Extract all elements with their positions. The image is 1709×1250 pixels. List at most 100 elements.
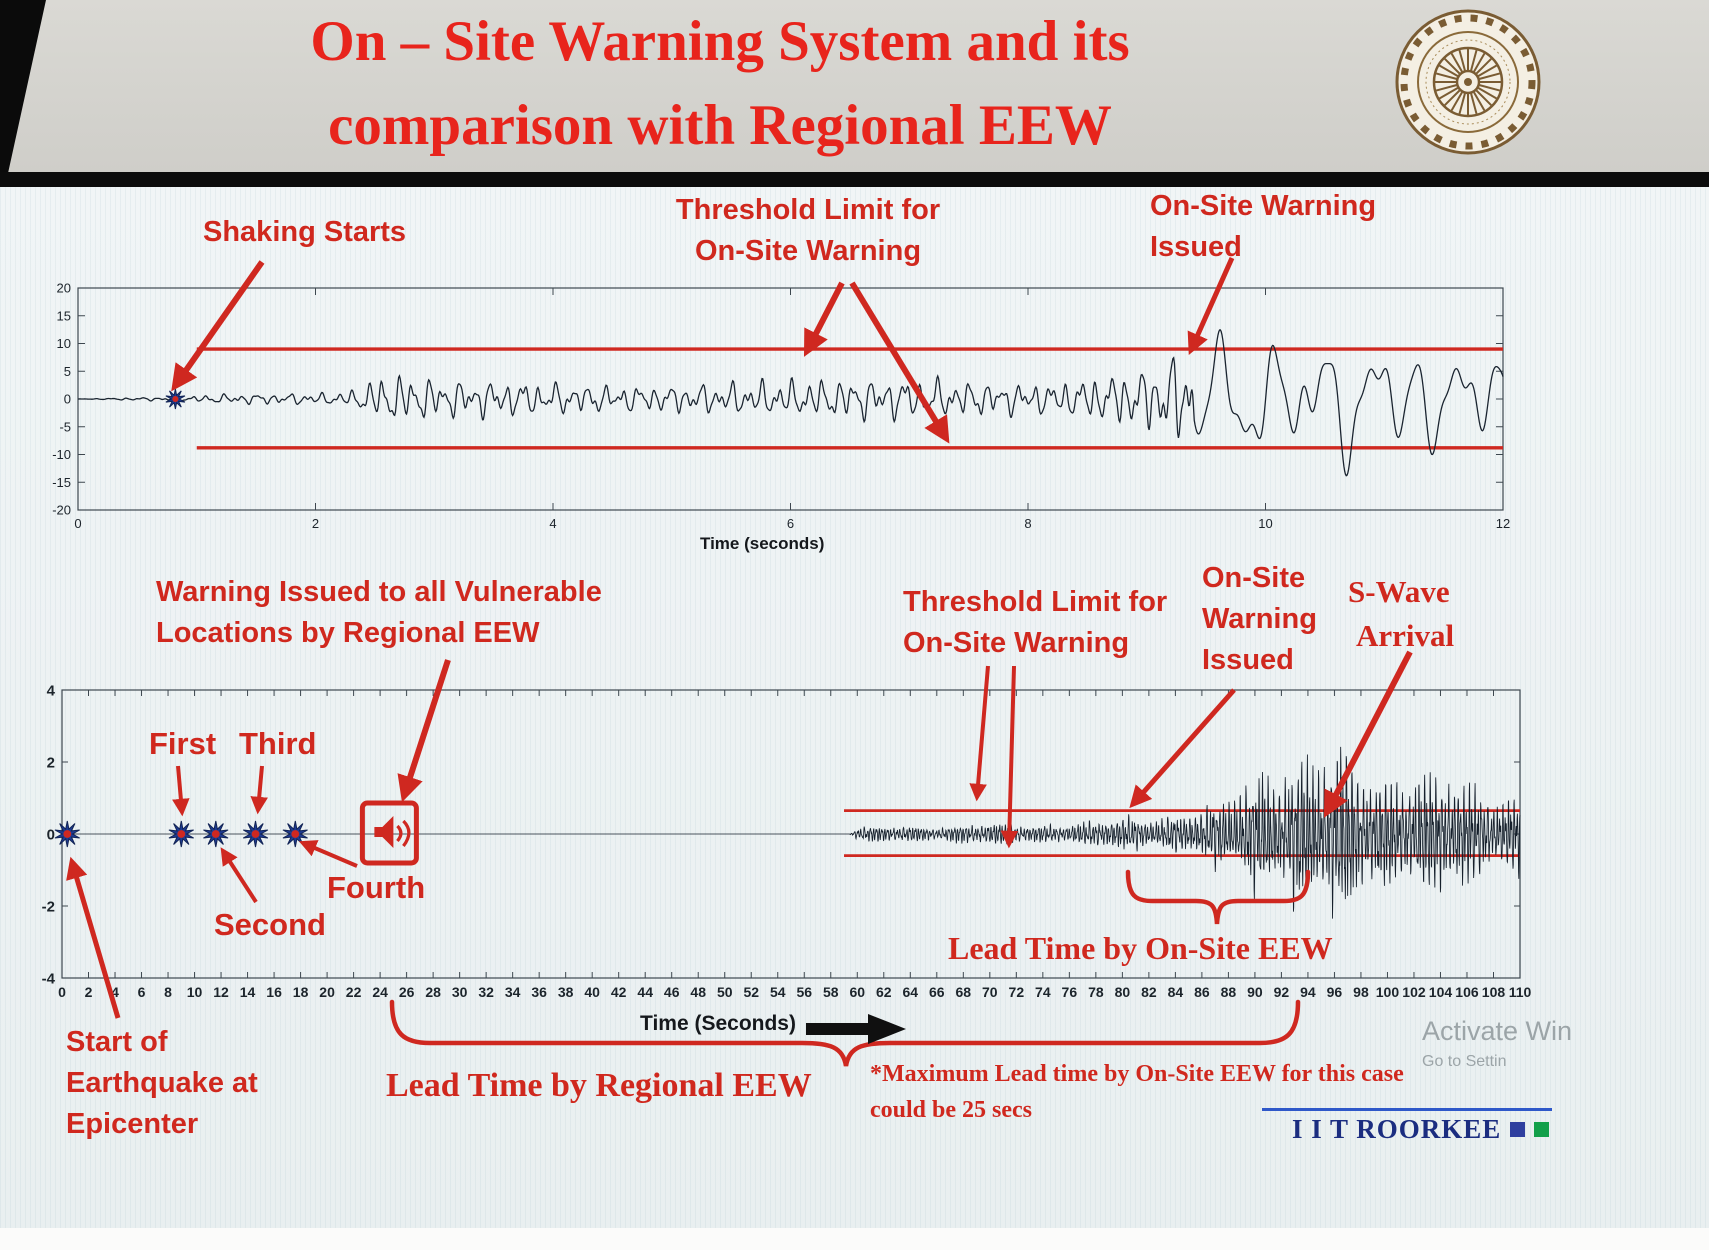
x-tick-label: 26 — [399, 984, 415, 1000]
x-tick-label: 100 — [1376, 984, 1400, 1000]
x-tick-label: 78 — [1088, 984, 1104, 1000]
x-tick-label: 50 — [717, 984, 733, 1000]
x-tick-label: 58 — [823, 984, 839, 1000]
x-tick-label: 44 — [637, 984, 653, 1000]
x-tick-label: 86 — [1194, 984, 1210, 1000]
threshold-limit-label-bottom: Threshold Limit for On-Site Warning — [903, 582, 1167, 664]
x-tick-label: 40 — [584, 984, 600, 1000]
x-tick-label: 0 — [58, 984, 66, 1000]
x-tick-label: 72 — [1009, 984, 1025, 1000]
x-tick-label: 8 — [164, 984, 172, 1000]
x-tick-label: 104 — [1429, 984, 1453, 1000]
x-tick-label: 24 — [372, 984, 388, 1000]
x-tick-label: 46 — [664, 984, 680, 1000]
x-tick-label: 102 — [1402, 984, 1426, 1000]
x-tick-label: 110 — [1509, 984, 1532, 1000]
label-line: Issued — [1150, 231, 1242, 264]
x-tick-label: 96 — [1327, 984, 1343, 1000]
label-line: On-Site Warning — [694, 235, 922, 268]
x-tick-label: 6 — [138, 984, 146, 1000]
label-line: Warning — [1202, 603, 1317, 636]
x-tick-label: 92 — [1274, 984, 1290, 1000]
label-line: could be 25 secs — [870, 1097, 1032, 1123]
x-tick-label: 32 — [478, 984, 494, 1000]
third-station-label: Third — [239, 726, 317, 761]
x-tick-label: 90 — [1247, 984, 1263, 1000]
x-tick-label: 76 — [1062, 984, 1078, 1000]
label-line: Warning Issued to all Vulnerable — [156, 576, 602, 608]
x-tick-label: 94 — [1300, 984, 1316, 1000]
x-tick-label: 88 — [1221, 984, 1237, 1000]
x-tick-label: 2 — [85, 984, 93, 1000]
x-tick-label: 30 — [452, 984, 468, 1000]
on-site-accelerogram-svg: 0 2 4 6 8 10 12 -20 -15 -10 -5 0 5 10 15 20 — [52, 281, 1510, 531]
x-tick-label: 60 — [849, 984, 865, 1000]
header-divider-bar — [0, 172, 1709, 187]
x-tick-label: 36 — [531, 984, 547, 1000]
x-tick-label: 70 — [982, 984, 998, 1000]
y-tick-label: -5 — [59, 419, 71, 434]
on-site-accelerogram-waveform — [77, 329, 1504, 477]
label-line: Issued — [1202, 644, 1294, 677]
label-line: S-Wave — [1348, 574, 1450, 609]
x-tick-label: 8 — [1024, 516, 1031, 531]
x-tick-label: 84 — [1168, 984, 1184, 1000]
onsite-warning-chart: 0 2 4 6 8 10 12 -20 -15 -10 -5 0 5 10 15 20 — [20, 281, 1520, 534]
x-tick-label: 106 — [1455, 984, 1479, 1000]
lead-time-onsite-label: Lead Time by On-Site EEW — [948, 930, 1333, 966]
x-tick-label: 56 — [796, 984, 812, 1000]
x-tick-label: 22 — [346, 984, 362, 1000]
onsite-warning-issued-label-top: On-Site Warning Issued — [1150, 186, 1376, 268]
footer-accent-line — [1262, 1108, 1552, 1111]
x-tick-label: 12 — [1496, 516, 1510, 531]
start-of-earthquake-label: Start of Earthquake at Epicenter — [66, 1022, 258, 1146]
brand-text: I I T ROORKEE — [1292, 1114, 1502, 1144]
slide-title-line2: comparison with Regional EEW — [328, 94, 1112, 157]
label-line: Earthquake at — [66, 1067, 258, 1100]
y-tick-label: 4 — [47, 684, 56, 699]
windows-activation-watermark: Activate Win Go to Settin — [1422, 1016, 1572, 1071]
iit-roorkee-wordmark: I I T ROORKEE — [1292, 1114, 1550, 1145]
y-tick-label: 15 — [57, 308, 71, 323]
x-tick-label: 38 — [558, 984, 574, 1000]
x-tick-label: 74 — [1035, 984, 1051, 1000]
x-tick-label: 10 — [187, 984, 203, 1000]
x-tick-label: 48 — [690, 984, 706, 1000]
label-line: Epicenter — [66, 1108, 199, 1141]
onsite-warning-issued-label-bottom: On-Site Warning Issued — [1202, 558, 1317, 682]
x-tick-label: 4 — [111, 984, 119, 1000]
y-tick-label: -2 — [42, 898, 55, 915]
x-tick-label: 10 — [1258, 516, 1272, 531]
top-chart-xaxis-label: Time (seconds) — [700, 534, 825, 553]
iit-roorkee-logo-icon — [1392, 6, 1544, 158]
x-tick-label: 68 — [956, 984, 972, 1000]
x-tick-label: 14 — [240, 984, 256, 1000]
x-tick-label: 12 — [213, 984, 229, 1000]
brand-square-blue-icon — [1510, 1122, 1526, 1137]
regional-accelerogram-waveform — [62, 746, 1521, 919]
y-tick-label: -20 — [52, 503, 71, 518]
x-tick-label: 82 — [1141, 984, 1157, 1000]
y-tick-label: -4 — [42, 970, 56, 987]
x-tick-label: 6 — [787, 516, 794, 531]
x-tick-label: 54 — [770, 984, 786, 1000]
brand-square-green-icon — [1534, 1122, 1550, 1137]
shaking-starts-label: Shaking Starts — [203, 216, 407, 248]
watermark-line1: Activate Win — [1422, 1016, 1573, 1046]
x-tick-label: 0 — [74, 516, 81, 531]
label-line: Threshold Limit for — [675, 194, 941, 226]
y-tick-label: -15 — [52, 475, 71, 490]
x-tick-label: 2 — [312, 516, 319, 531]
regional-warning-speaker-icon — [359, 800, 419, 866]
y-tick-label: 20 — [57, 282, 71, 296]
y-tick-label: 10 — [57, 336, 71, 351]
fourth-station-label: Fourth — [327, 870, 426, 905]
x-tick-label: 108 — [1482, 984, 1506, 1000]
first-station-label: First — [149, 726, 217, 761]
y-tick-label: 2 — [47, 754, 55, 771]
y-tick-label: 5 — [64, 364, 71, 379]
x-tick-label: 64 — [903, 984, 919, 1000]
regional-warning-issued-label: Warning Issued to all Vulnerable Locatio… — [156, 572, 602, 654]
x-tick-label: 34 — [505, 984, 521, 1000]
label-line: Locations by Regional EEW — [156, 617, 540, 650]
